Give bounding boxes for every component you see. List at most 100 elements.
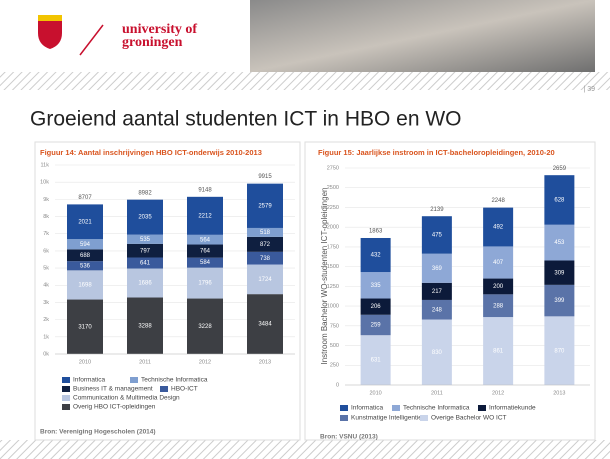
y-tick-label: 250 [330,363,339,369]
x-tick-label: 2013 [259,359,271,365]
data-label: 872 [260,242,271,248]
legend-label: Business IT & management [73,386,153,393]
header-photo [250,0,595,72]
data-label: 407 [493,260,504,266]
data-label: 2579 [258,203,272,209]
data-label: 861 [493,349,504,355]
x-tick-label: 2010 [370,390,382,396]
legend-label: Kunstmatige Intelligentie [351,415,422,422]
data-label: 453 [554,240,565,246]
data-label: 870 [554,348,565,354]
data-label: 3288 [138,323,152,329]
legend-swatch [478,405,486,411]
data-label: 764 [200,249,211,255]
data-label: 830 [432,350,443,356]
x-tick-label: 2012 [199,359,211,365]
data-label: 335 [371,283,382,289]
data-label: 584 [200,260,211,266]
legend-label: Communication & Multimedia Design [73,395,180,402]
legend-label: Informatica [73,377,106,384]
legend-swatch [392,405,400,411]
hatch-strip [0,72,610,90]
source-note: Bron: Vereniging Hogescholen (2014) [40,429,156,436]
total-label: 8982 [138,190,152,196]
university-city: groningen [122,35,183,50]
data-label: 641 [140,261,151,267]
legend-label: Informatiekunde [489,405,536,412]
slide-title: Groeiend aantal studenten ICT in HBO en … [30,108,462,131]
total-label: 2248 [491,198,505,204]
data-label: 564 [200,237,211,243]
legend-swatch [62,377,70,383]
data-label: 536 [80,263,91,269]
data-label: 1698 [78,283,92,289]
y-tick-label: 1500 [327,264,339,270]
data-label: 688 [80,253,91,259]
logo-crown [38,15,62,21]
chart-title: Figuur 15: Jaarlijkse instroom in ICT-ba… [318,148,555,157]
y-tick-label: 500 [330,343,339,349]
data-label: 492 [493,225,504,231]
data-label: 2212 [198,213,212,219]
data-label: 3484 [258,322,272,328]
hatch-strip [0,440,610,459]
y-tick-label: 1250 [327,284,339,290]
legend-swatch [62,404,70,410]
data-label: 200 [493,284,504,290]
legend-swatch [62,386,70,392]
data-label: 628 [554,198,565,204]
y-tick-label: 6k [43,248,49,254]
y-tick-label: 5k [43,266,49,272]
legend-swatch [420,415,428,421]
x-tick-label: 2012 [492,390,504,396]
data-label: 3170 [78,324,92,330]
y-tick-label: 2k [43,317,49,323]
data-label: 217 [432,289,443,295]
data-label: 3228 [198,324,212,330]
y-tick-label: 11k [41,162,50,168]
x-tick-label: 2010 [79,359,91,365]
y-tick-label: 9k [43,197,49,203]
data-label: 309 [554,270,565,276]
total-label: 9915 [258,174,272,180]
y-tick-label: 8k [43,214,49,220]
x-tick-label: 2011 [431,390,443,396]
y-tick-label: 3k [43,300,49,306]
slide: university of groningen | 39 Groeiend aa… [0,0,610,459]
data-label: 2035 [138,215,152,221]
total-label: 9148 [198,187,212,193]
y-axis-label: Instroom Bachelor WO-studenten ICT-oplei… [320,188,329,365]
data-label: 1724 [258,277,272,283]
y-tick-label: 2750 [327,165,339,171]
data-label: 535 [140,237,151,243]
data-label: 594 [80,242,91,248]
legend-label: Technische Informatica [403,405,470,412]
y-tick-label: 750 [330,323,339,329]
y-tick-label: 1750 [327,244,339,250]
data-label: 288 [493,303,504,309]
data-label: 432 [371,253,382,259]
data-label: 248 [432,307,443,313]
data-label: 518 [260,230,271,236]
data-label: 797 [140,248,151,254]
data-label: 369 [432,266,443,272]
x-tick-label: 2013 [553,390,565,396]
data-label: 475 [432,233,443,239]
total-label: 2139 [430,207,444,213]
data-label: 2021 [78,219,92,225]
y-tick-label: 0 [336,382,339,388]
legend-label: Informatica [351,405,384,412]
y-tick-label: 2500 [327,185,339,191]
data-label: 399 [554,298,565,304]
data-label: 631 [371,358,382,364]
legend-label: Technische Informatica [141,377,208,384]
source-note: Bron: VSNU (2013) [320,434,378,441]
y-tick-label: 2250 [327,205,339,211]
legend-swatch [62,395,70,401]
legend-swatch [340,405,348,411]
y-tick-label: 1000 [327,304,339,310]
legend-swatch [130,377,138,383]
legend-label: Overig HBO ICT-opleidingen [73,404,156,411]
data-label: 1686 [138,281,152,287]
legend-label: HBO-ICT [171,386,198,393]
